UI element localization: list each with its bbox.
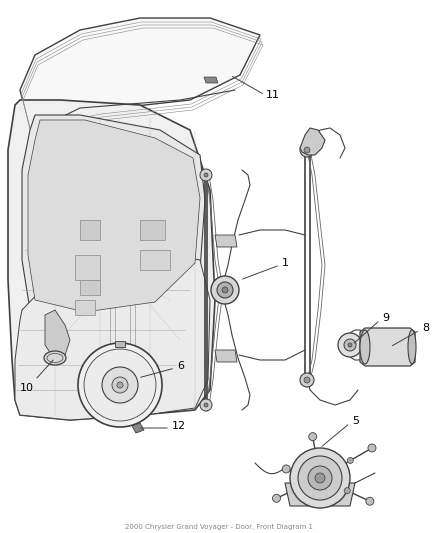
Circle shape bbox=[217, 282, 233, 298]
Circle shape bbox=[112, 377, 128, 393]
Circle shape bbox=[344, 339, 356, 351]
Ellipse shape bbox=[360, 330, 370, 364]
Circle shape bbox=[300, 143, 314, 157]
Circle shape bbox=[308, 466, 332, 490]
Text: 6: 6 bbox=[177, 361, 184, 371]
Text: 10: 10 bbox=[20, 383, 34, 393]
Circle shape bbox=[290, 448, 350, 508]
Text: 5: 5 bbox=[352, 416, 359, 426]
Polygon shape bbox=[132, 423, 144, 433]
Polygon shape bbox=[80, 280, 100, 295]
Circle shape bbox=[282, 465, 290, 473]
Circle shape bbox=[84, 349, 156, 421]
Circle shape bbox=[348, 343, 352, 347]
Polygon shape bbox=[45, 310, 70, 360]
Polygon shape bbox=[8, 100, 215, 420]
Polygon shape bbox=[20, 18, 260, 130]
Polygon shape bbox=[204, 77, 218, 83]
Polygon shape bbox=[360, 328, 415, 366]
Polygon shape bbox=[140, 220, 165, 240]
Circle shape bbox=[200, 169, 212, 181]
Circle shape bbox=[211, 276, 239, 304]
Text: 1: 1 bbox=[282, 258, 289, 268]
Circle shape bbox=[338, 333, 362, 357]
Text: 11: 11 bbox=[266, 90, 280, 100]
Polygon shape bbox=[15, 250, 210, 420]
Polygon shape bbox=[215, 235, 237, 247]
Text: 9: 9 bbox=[382, 313, 389, 323]
Text: 2000 Chrysler Grand Voyager - Door, Front Diagram 1: 2000 Chrysler Grand Voyager - Door, Fron… bbox=[125, 524, 313, 530]
Circle shape bbox=[309, 433, 317, 441]
Circle shape bbox=[300, 373, 314, 387]
FancyBboxPatch shape bbox=[140, 250, 170, 270]
Circle shape bbox=[117, 382, 123, 388]
Circle shape bbox=[304, 377, 310, 383]
Circle shape bbox=[102, 367, 138, 403]
Circle shape bbox=[298, 456, 342, 500]
Polygon shape bbox=[285, 483, 355, 506]
Circle shape bbox=[222, 287, 228, 293]
Polygon shape bbox=[22, 115, 205, 320]
Polygon shape bbox=[44, 112, 58, 118]
Circle shape bbox=[272, 494, 280, 502]
Circle shape bbox=[304, 147, 310, 153]
Circle shape bbox=[200, 399, 212, 411]
Circle shape bbox=[347, 457, 353, 464]
Circle shape bbox=[344, 488, 350, 494]
Circle shape bbox=[315, 473, 325, 483]
Circle shape bbox=[204, 403, 208, 407]
Circle shape bbox=[204, 173, 208, 177]
Text: 8: 8 bbox=[422, 323, 429, 333]
Polygon shape bbox=[115, 341, 125, 347]
Polygon shape bbox=[300, 128, 325, 155]
Polygon shape bbox=[28, 120, 200, 312]
Circle shape bbox=[78, 343, 162, 427]
Polygon shape bbox=[215, 350, 237, 362]
FancyBboxPatch shape bbox=[75, 255, 100, 280]
Ellipse shape bbox=[408, 330, 416, 364]
Ellipse shape bbox=[44, 351, 66, 365]
FancyBboxPatch shape bbox=[75, 300, 95, 315]
Circle shape bbox=[368, 444, 376, 452]
Circle shape bbox=[366, 497, 374, 505]
Polygon shape bbox=[80, 220, 100, 240]
Text: 12: 12 bbox=[172, 421, 186, 431]
